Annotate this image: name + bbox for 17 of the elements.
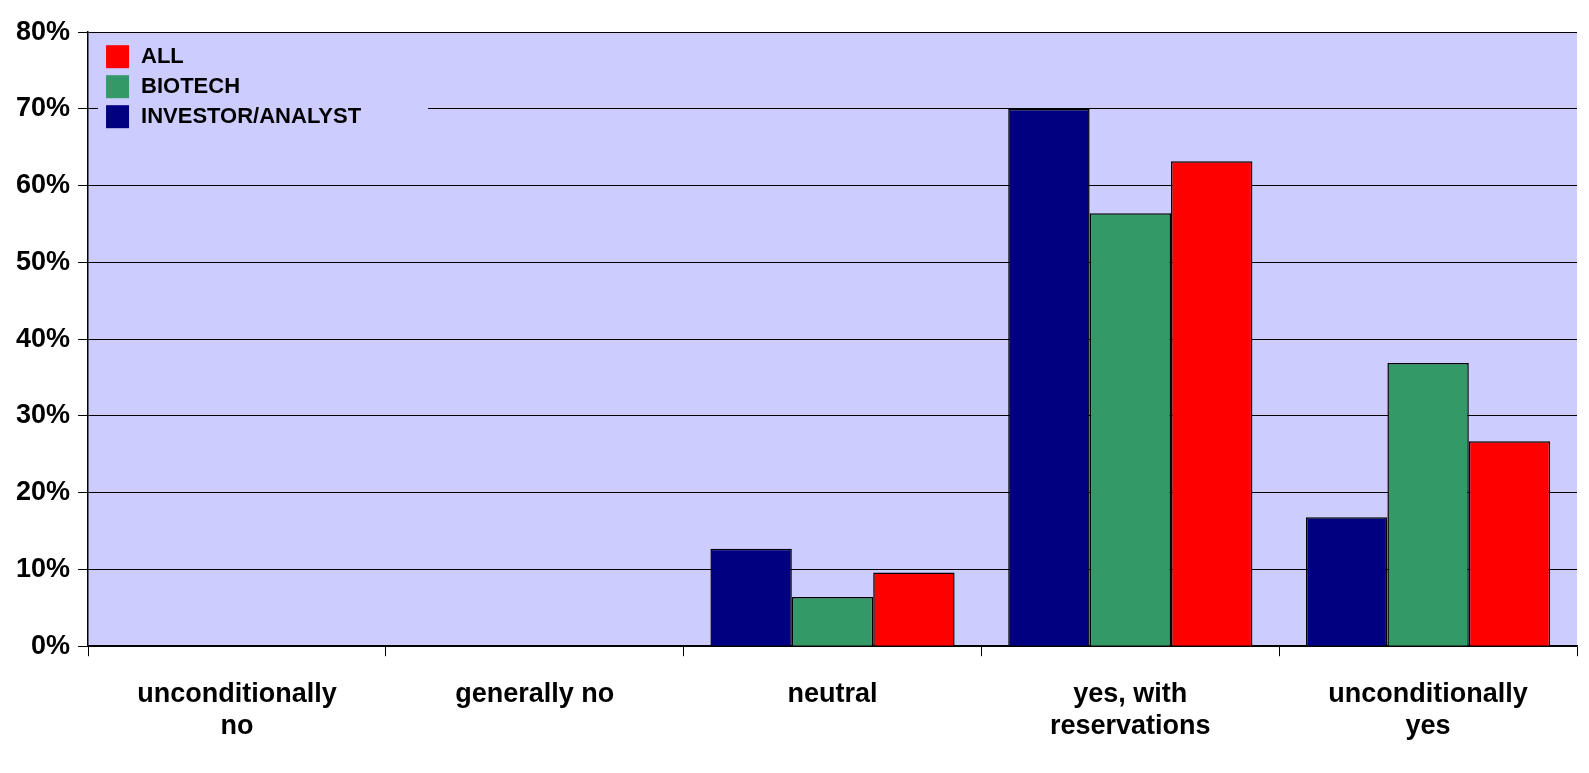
y-tick-label: 20%: [15, 476, 71, 507]
y-tick-label: 30%: [15, 399, 71, 430]
x-tick-label: yes, with reservations: [1050, 677, 1211, 741]
x-tick-label: generally no: [455, 677, 615, 708]
y-tick-label: 40%: [15, 322, 71, 353]
x-tick-label: unconditionally no: [137, 677, 337, 741]
y-tick-label: 60%: [15, 169, 71, 200]
x-tick-label: unconditionally yes: [1328, 677, 1528, 741]
legend-label: BIOTECH: [141, 73, 241, 99]
legend-label: INVESTOR/ANALYST: [141, 103, 362, 129]
y-tick-label: 70%: [15, 92, 71, 123]
y-tick-label: 50%: [15, 245, 71, 276]
y-tick-label: 0%: [31, 629, 71, 660]
y-tick-label: 10%: [15, 552, 71, 583]
x-tick-label: neutral: [787, 677, 878, 708]
y-tick-label: 80%: [15, 15, 71, 46]
legend-label: ALL: [141, 43, 184, 69]
